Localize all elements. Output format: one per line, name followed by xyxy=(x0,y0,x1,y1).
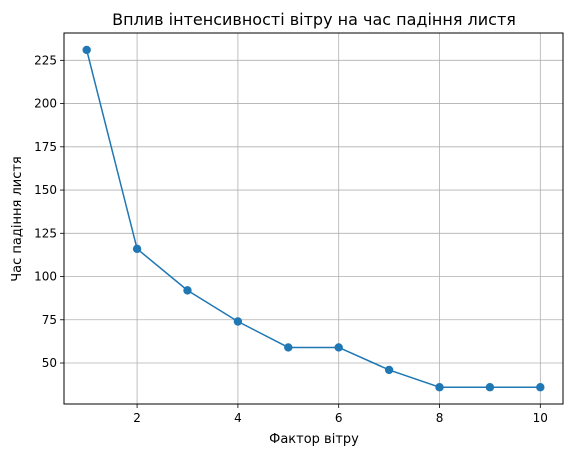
data-point xyxy=(435,383,444,392)
y-tick-label: 75 xyxy=(42,313,57,327)
series xyxy=(82,45,545,392)
ticks: 2 4 6 8 10 50 75 100 125 150 175 200 225 xyxy=(34,53,548,425)
y-tick-label: 175 xyxy=(34,140,57,154)
data-point xyxy=(384,365,394,375)
chart-title: Вплив інтенсивності вітру на час падіння… xyxy=(112,10,516,29)
data-point xyxy=(183,286,192,295)
data-point xyxy=(82,45,91,55)
x-tick-label: 8 xyxy=(436,411,444,425)
y-tick-label: 125 xyxy=(34,226,57,240)
data-point xyxy=(284,343,293,352)
x-tick-label: 2 xyxy=(133,411,141,425)
x-tick-label: 6 xyxy=(335,411,343,425)
data-point xyxy=(233,317,243,326)
x-tick-label: 4 xyxy=(234,411,242,425)
y-axis-label: Час падіння листя xyxy=(10,156,25,281)
x-axis-label: Фактор вітру xyxy=(269,432,359,447)
y-tick-label: 225 xyxy=(34,53,57,67)
series-line xyxy=(85,49,541,388)
y-tick-label: 50 xyxy=(42,356,57,370)
x-tick-label: 10 xyxy=(533,411,548,425)
plot-frame xyxy=(63,32,564,405)
grid xyxy=(64,33,563,404)
data-point xyxy=(536,383,545,392)
data-point xyxy=(132,244,142,254)
y-tick-label: 200 xyxy=(34,97,57,111)
y-tick-label: 100 xyxy=(34,270,57,284)
data-point xyxy=(485,383,495,392)
y-tick-label: 150 xyxy=(34,183,57,197)
data-point xyxy=(334,343,343,352)
